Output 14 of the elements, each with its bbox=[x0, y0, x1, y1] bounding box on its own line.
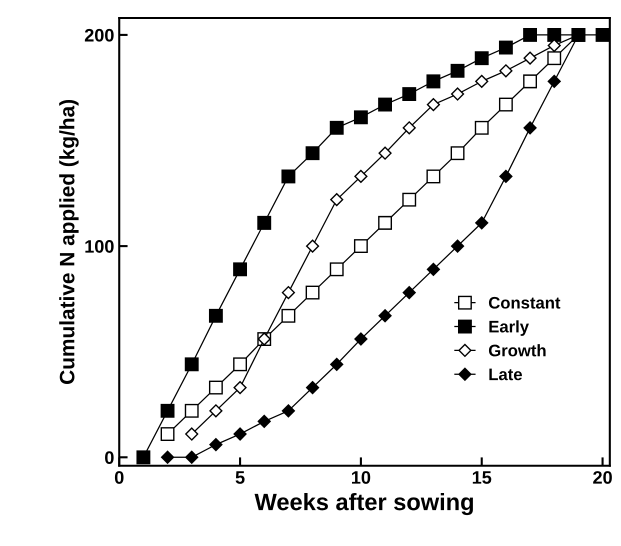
x-axis-title: Weeks after sowing bbox=[254, 492, 473, 516]
legend-label: Early bbox=[489, 320, 529, 336]
legend-label: Late bbox=[489, 368, 522, 380]
x-tick-label: 20 bbox=[593, 471, 612, 484]
x-tick-label: 10 bbox=[352, 471, 370, 484]
legend-label: Constant bbox=[488, 296, 560, 309]
y-axis-title: Cumulative N applied (kg/ha) bbox=[59, 100, 79, 384]
x-tick-label: 15 bbox=[472, 471, 492, 484]
y-tick-label: 100 bbox=[85, 240, 114, 253]
y-tick-label: 200 bbox=[84, 28, 114, 42]
x-tick-label: 0 bbox=[114, 471, 124, 484]
y-tick-label: 0 bbox=[105, 451, 114, 464]
x-tick-label: 5 bbox=[236, 471, 245, 484]
legend-label: Growth bbox=[488, 344, 546, 356]
